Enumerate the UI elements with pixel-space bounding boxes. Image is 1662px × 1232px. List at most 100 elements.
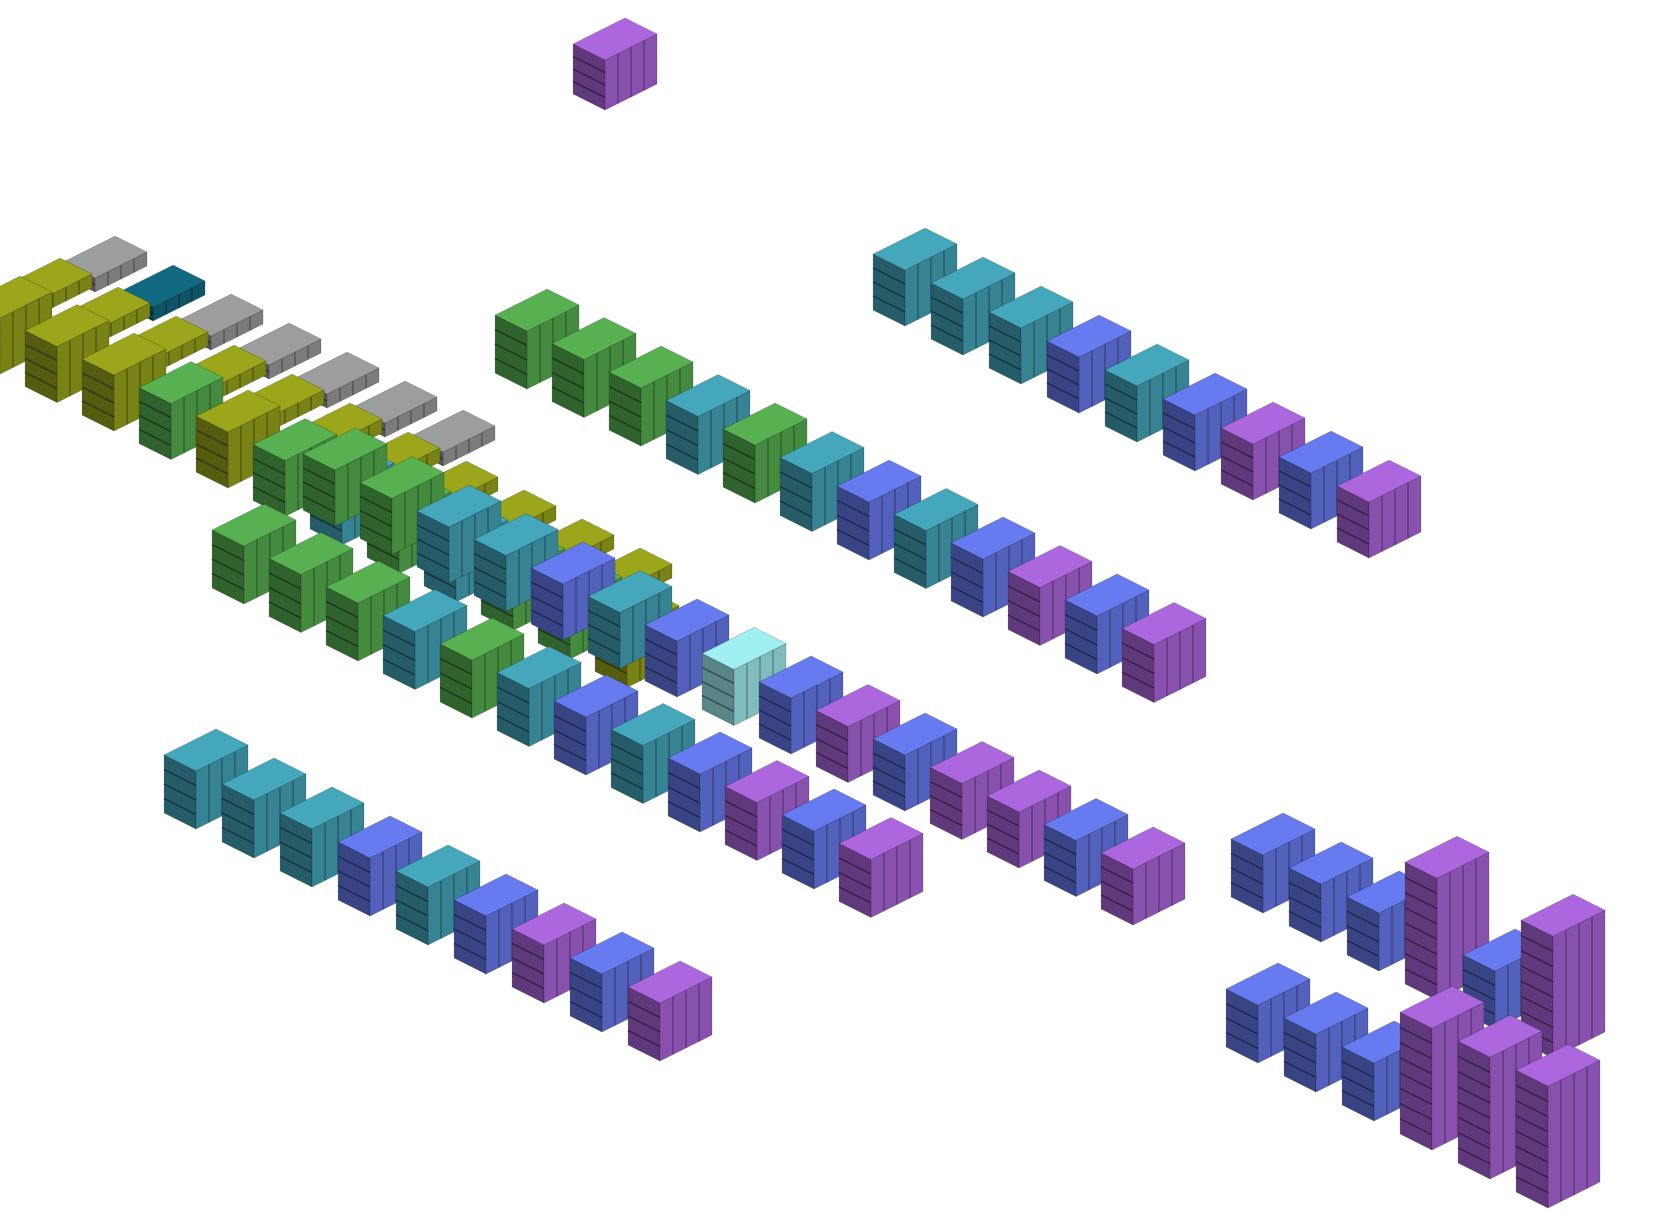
slab-line xyxy=(395,884,429,903)
slab-line xyxy=(1220,469,1254,487)
slab-line xyxy=(1046,354,1080,372)
slab-line xyxy=(279,855,313,874)
slab-line xyxy=(872,295,906,313)
slab-line xyxy=(138,428,172,447)
block-purple xyxy=(627,960,713,1062)
slab-line xyxy=(24,357,58,376)
block-top xyxy=(221,757,307,801)
slab-line xyxy=(1100,880,1134,898)
slab-line xyxy=(722,457,756,475)
block-top xyxy=(986,769,1072,813)
slab-line xyxy=(221,812,255,830)
block-top xyxy=(610,703,696,746)
slab-line xyxy=(1225,1002,1259,1021)
slab-line xyxy=(1007,585,1041,603)
block-row-lone-cube xyxy=(572,17,658,111)
slab-line xyxy=(195,443,229,461)
slab-line xyxy=(1515,1160,1549,1179)
slab-line xyxy=(252,485,286,504)
slab-line xyxy=(587,637,621,656)
slab-line xyxy=(279,841,313,859)
slab-line xyxy=(1457,1071,1491,1089)
slab-line xyxy=(359,509,393,528)
slab-line xyxy=(1404,968,1438,986)
slab-line xyxy=(815,737,849,756)
slab-line xyxy=(988,339,1022,357)
block-top xyxy=(1162,372,1248,416)
slab-line xyxy=(587,623,621,642)
slab-line xyxy=(337,884,371,903)
slab-line xyxy=(838,857,872,875)
block-row-right-mid-row xyxy=(1230,812,1606,1059)
slab-line xyxy=(1520,995,1554,1013)
block-row-upper-right-row xyxy=(872,227,1422,559)
slab-line xyxy=(1336,513,1370,531)
slab-line xyxy=(608,385,642,404)
block-top xyxy=(587,570,673,613)
block-top xyxy=(758,655,844,699)
slab-line xyxy=(893,528,927,546)
slab-line xyxy=(644,638,678,656)
slab-line xyxy=(722,442,756,461)
slab-line xyxy=(325,629,359,648)
slab-line xyxy=(724,800,758,818)
slab-line xyxy=(572,80,606,99)
slab-line xyxy=(836,514,870,532)
block-purple xyxy=(1121,602,1207,703)
block-top xyxy=(950,516,1036,560)
slab-line xyxy=(608,414,642,433)
block-top xyxy=(81,332,167,376)
slab-line xyxy=(81,372,115,390)
slab-line xyxy=(553,714,587,733)
slab-line xyxy=(930,324,964,342)
slab-line xyxy=(496,686,530,704)
block-top xyxy=(279,786,365,830)
slab-line xyxy=(496,715,530,733)
slab-line xyxy=(1404,922,1438,940)
slab-line xyxy=(930,310,964,328)
block-top xyxy=(325,560,411,604)
slab-line xyxy=(779,471,813,489)
slab-line xyxy=(473,552,507,571)
slab-line xyxy=(496,700,530,719)
slab-line xyxy=(781,828,815,847)
slab-line xyxy=(1104,411,1138,429)
slab-line xyxy=(594,656,628,675)
slab-line xyxy=(1278,470,1312,488)
slab-line xyxy=(416,552,450,570)
slab-line xyxy=(382,658,416,676)
block-top xyxy=(722,402,808,446)
slab-line xyxy=(1100,866,1134,884)
slab-line xyxy=(163,768,197,787)
slab-line xyxy=(627,1029,661,1048)
slab-line xyxy=(1043,851,1077,870)
slab-line xyxy=(988,353,1022,371)
slab-line xyxy=(337,855,371,874)
slab-line xyxy=(252,471,286,490)
slab-line xyxy=(929,780,963,799)
block-top xyxy=(569,931,655,975)
slab-line xyxy=(569,1000,603,1019)
slab-line xyxy=(1230,881,1264,900)
block-top xyxy=(1220,401,1306,445)
slab-line xyxy=(416,524,450,542)
block-top xyxy=(701,627,787,670)
slab-line xyxy=(163,797,197,816)
slab-line xyxy=(569,986,603,1004)
slab-line xyxy=(722,471,756,490)
slab-line xyxy=(1515,1100,1549,1118)
block-top xyxy=(1121,602,1207,645)
slab-line xyxy=(382,643,416,662)
slab-line xyxy=(1288,881,1322,900)
slab-line xyxy=(872,752,906,770)
slab-line xyxy=(1399,1026,1433,1045)
slab-line xyxy=(1399,1118,1433,1136)
slab-line xyxy=(416,538,450,556)
slab-line xyxy=(302,467,336,485)
slab-line xyxy=(423,571,457,589)
slab-line xyxy=(644,652,678,670)
slab-line xyxy=(309,514,343,532)
slab-line xyxy=(1278,498,1312,516)
slab-line xyxy=(325,615,359,633)
